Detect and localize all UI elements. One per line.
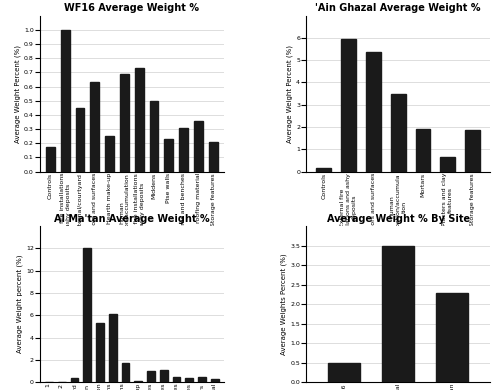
Bar (76, 108, 84, 172)
Bar (209, 142, 218, 172)
Bar (440, 157, 456, 172)
Title: Average Weight % By Site: Average Weight % By Site (326, 214, 470, 224)
Bar (60, 30, 70, 172)
Y-axis label: Average Weights Percent (%): Average Weights Percent (%) (281, 254, 287, 355)
Bar (96, 323, 104, 382)
Bar (150, 101, 158, 172)
Bar (328, 363, 360, 382)
Bar (160, 370, 168, 382)
Bar (164, 139, 173, 172)
Y-axis label: Average Weight percent (%): Average Weight percent (%) (16, 255, 23, 353)
Bar (134, 381, 142, 382)
Bar (122, 363, 130, 382)
Bar (120, 74, 129, 172)
Bar (198, 377, 206, 382)
Bar (147, 371, 155, 382)
Bar (179, 128, 188, 172)
Y-axis label: Average Weight Percent (%): Average Weight Percent (%) (287, 44, 294, 143)
Bar (70, 378, 78, 382)
Bar (105, 136, 114, 172)
Bar (172, 377, 180, 382)
Bar (211, 379, 218, 382)
Bar (194, 121, 203, 172)
Title: Al Ma'tan Average Weight %: Al Ma'tan Average Weight % (54, 214, 210, 224)
Y-axis label: Average Weight Percent (%): Average Weight Percent (%) (14, 44, 21, 143)
Bar (316, 168, 331, 172)
Bar (84, 248, 91, 382)
Bar (109, 314, 116, 382)
Bar (46, 147, 55, 172)
Bar (341, 39, 356, 172)
Title: WF16 Average Weight %: WF16 Average Weight % (64, 4, 200, 13)
Bar (382, 246, 414, 382)
Bar (186, 378, 193, 382)
Bar (390, 94, 406, 172)
Title: 'Ain Ghazal Average Weight %: 'Ain Ghazal Average Weight % (316, 4, 481, 13)
Bar (416, 129, 430, 172)
Bar (436, 292, 468, 382)
Bar (366, 52, 381, 172)
Bar (135, 68, 143, 172)
Bar (90, 82, 99, 172)
Bar (465, 130, 480, 172)
